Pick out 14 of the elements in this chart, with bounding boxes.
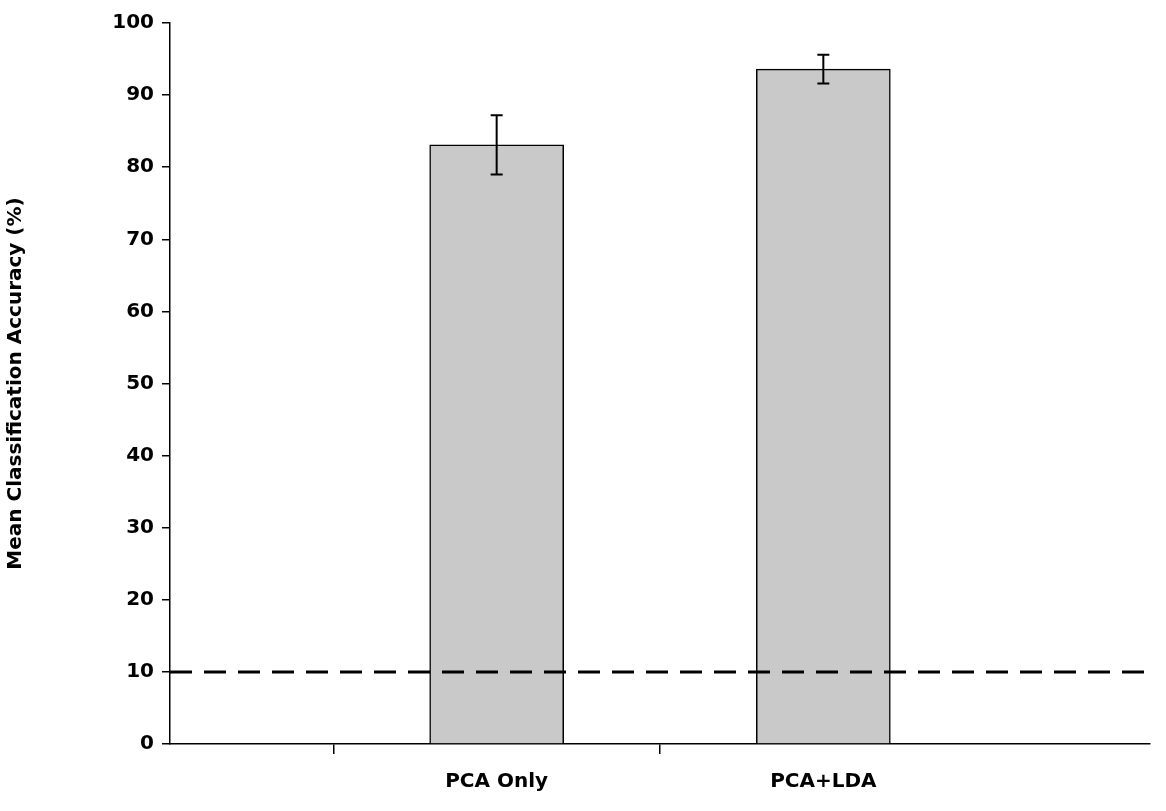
y-tick-label: 70: [126, 225, 154, 250]
y-tick-label: 30: [126, 513, 154, 538]
y-tick-label: 50: [126, 369, 154, 394]
y-tick-label: 20: [126, 586, 154, 610]
y-tick-label: 90: [126, 81, 154, 106]
y-tick-label: 80: [126, 153, 154, 178]
x-tick-label: PCA+LDA: [770, 768, 878, 793]
y-tick-label: 10: [126, 658, 154, 683]
y-tick-label: 0: [140, 730, 154, 755]
y-axis-title: Mean Classification Accuracy (%): [2, 197, 27, 570]
y-tick-label: 40: [126, 441, 154, 466]
x-tick-label: PCA Only: [445, 768, 549, 793]
y-tick-label: 60: [126, 297, 154, 322]
y-tick-label: 100: [112, 9, 154, 34]
